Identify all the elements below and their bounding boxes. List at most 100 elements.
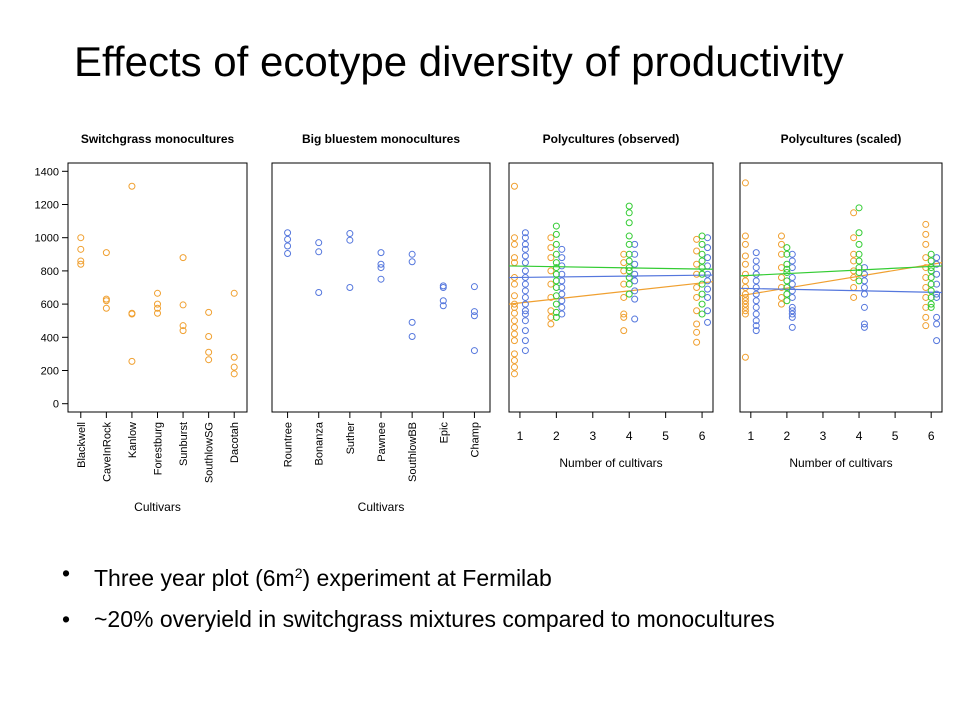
data-point: [860, 290, 868, 298]
data-point: [521, 293, 529, 301]
y-tick-label: 600: [41, 299, 59, 311]
data-point: [933, 313, 941, 321]
data-point: [933, 254, 941, 262]
x-tick-label: 6: [699, 429, 706, 443]
data-point: [625, 202, 633, 210]
data-point: [179, 327, 187, 335]
data-point: [788, 287, 796, 295]
data-point: [741, 293, 749, 301]
data-point: [408, 258, 416, 266]
data-point: [783, 290, 791, 298]
data-point: [933, 270, 941, 278]
data-point: [620, 293, 628, 301]
data-point: [741, 232, 749, 240]
chart-panel: Polycultures (observed) 1 2 3 4 5 6 Number of c…: [508, 132, 714, 470]
data-point: [470, 312, 478, 320]
data-point: [855, 250, 863, 258]
data-point: [377, 264, 385, 272]
data-point: [552, 264, 560, 272]
data-point: [620, 327, 628, 335]
data-point: [741, 307, 749, 315]
data-point: [927, 300, 935, 308]
data-point: [547, 320, 555, 328]
data-point: [552, 313, 560, 321]
data-point: [752, 317, 760, 325]
data-point: [752, 284, 760, 291]
data-point: [788, 293, 796, 301]
y-tick-label: 400: [41, 332, 59, 344]
data-point: [521, 234, 529, 242]
data-point: [783, 265, 791, 273]
data-point: [631, 295, 639, 303]
panel-title: Switchgrass monocultures: [81, 132, 235, 146]
data-point: [625, 257, 633, 265]
data-point: [704, 277, 712, 285]
data-point: [933, 260, 941, 268]
data-point: [631, 240, 639, 248]
data-point: [552, 250, 560, 258]
data-point: [693, 307, 701, 315]
data-point: [205, 308, 213, 316]
data-point: [154, 304, 161, 312]
data-point: [625, 232, 633, 240]
x-axis-label: Cultivars: [134, 500, 181, 514]
data-point: [284, 249, 292, 257]
x-tick-label: 1: [517, 429, 524, 443]
y-tick-label: 1200: [35, 200, 59, 212]
data-point: [521, 274, 529, 282]
data-point: [625, 274, 633, 282]
data-point: [470, 308, 478, 316]
data-point: [552, 259, 560, 267]
data-point: [922, 293, 930, 301]
data-point: [752, 249, 760, 257]
data-point: [547, 234, 555, 242]
data-point: [625, 290, 633, 298]
data-point: [860, 264, 868, 272]
data-point: [625, 250, 633, 258]
data-point: [783, 284, 791, 291]
data-point: [510, 280, 518, 288]
data-point: [102, 249, 110, 257]
data-point: [552, 292, 560, 300]
data-point: [230, 353, 238, 361]
data-point: [230, 370, 238, 378]
data-point: [783, 244, 791, 252]
data-point: [922, 254, 930, 262]
data-point: [315, 248, 323, 256]
data-point: [77, 234, 85, 242]
data-point: [558, 303, 566, 311]
data-point: [552, 270, 560, 278]
data-point: [752, 264, 760, 272]
chart-panel: Switchgrass monocultures 0 200 400 600 800 100…: [35, 132, 248, 514]
data-point: [752, 297, 760, 305]
data-point: [927, 250, 935, 258]
data-point: [741, 179, 749, 187]
data-point: [552, 240, 560, 248]
data-point: [855, 269, 863, 277]
data-point: [693, 293, 701, 301]
data-point: [933, 320, 941, 328]
data-point: [752, 270, 760, 278]
chart-panel: Big bluestem monocultures Rountree Bonanza…: [271, 132, 491, 514]
plot-frame: [67, 162, 248, 413]
data-point: [620, 313, 628, 321]
data-point: [521, 252, 529, 260]
data-point: [439, 302, 447, 310]
data-point: [510, 317, 518, 325]
data-point: [230, 289, 238, 297]
data-point: [927, 293, 935, 301]
data-point: [510, 292, 518, 300]
data-point: [558, 277, 566, 285]
slide-title: Effects of ecotype diversity of producti…: [74, 38, 844, 85]
y-tick-label: 1400: [35, 166, 59, 178]
data-point: [547, 244, 555, 252]
data-point: [625, 267, 633, 275]
data-point: [698, 232, 706, 240]
data-point: [284, 235, 292, 243]
data-point: [521, 317, 529, 325]
trend-line: [739, 287, 943, 294]
data-point: [625, 209, 633, 217]
data-point: [128, 310, 136, 318]
x-tick-label: Sunburst: [178, 422, 190, 466]
data-point: [698, 257, 706, 265]
